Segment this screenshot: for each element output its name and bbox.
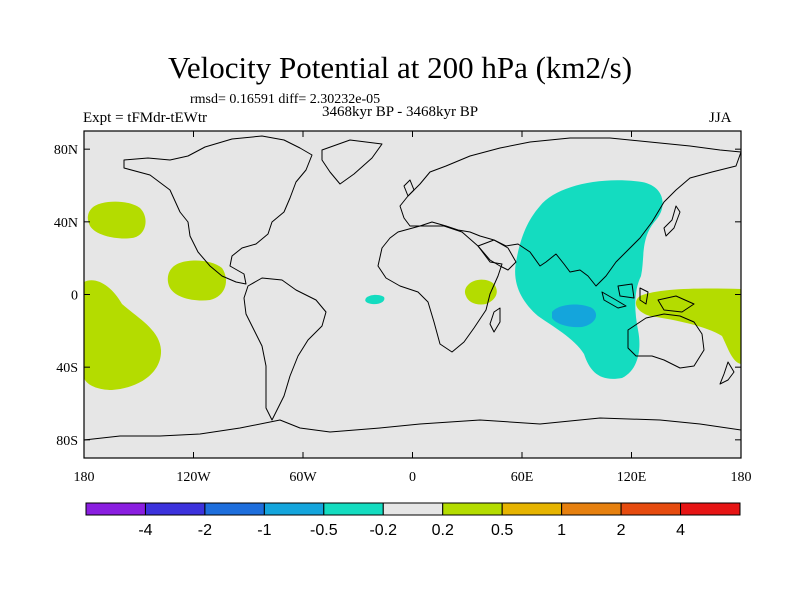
colorbar-swatch <box>382 502 444 516</box>
lon-tick-label: 60W <box>289 470 317 485</box>
season-label: JJA <box>709 110 732 126</box>
north-america-outline <box>123 135 313 285</box>
colorbar-label: 1 <box>557 522 566 539</box>
map-axis-ticks: 80N 40N 0 40S 80S 180 120W 60W 0 60E 120E 180 <box>54 131 752 485</box>
lon-tick-label: 120E <box>617 470 647 485</box>
colorbar-label: -2 <box>198 522 212 539</box>
lat-tick-label: 0 <box>71 289 78 304</box>
colorbar-swatch <box>85 502 146 516</box>
colorbar-swatch <box>442 502 503 516</box>
anomaly-fields <box>84 180 741 390</box>
colorbar-label: -4 <box>138 522 152 539</box>
south-america-outline <box>243 277 327 421</box>
colorbar-label: 0.2 <box>432 522 454 539</box>
eurasia-outline <box>399 137 741 287</box>
greenland-outline <box>321 139 383 185</box>
period-label: 3468kyr BP - 3468kyr BP <box>322 104 479 120</box>
colorbar-swatch <box>620 502 682 516</box>
positive-anomaly-north-pacific <box>87 201 146 239</box>
antarctica-outline <box>84 417 741 441</box>
japan-outline <box>663 205 681 237</box>
colorbar-swatch <box>501 502 563 516</box>
lon-tick-label: 180 <box>74 470 95 485</box>
lon-tick-label: 0 <box>409 470 416 485</box>
experiment-label: Expt = tFMdr-tEWtr <box>83 110 207 126</box>
lon-tick-label: 120W <box>176 470 211 485</box>
negative-anomaly-atlantic <box>365 294 385 305</box>
madagascar-outline <box>489 307 501 333</box>
colorbar-swatch <box>263 502 325 516</box>
negative-anomaly-indian-ocean-core <box>552 304 597 328</box>
british-isles-outline <box>403 179 415 197</box>
colorbar-swatch <box>323 502 384 516</box>
negative-anomaly-asian-monsoon <box>515 180 663 379</box>
positive-anomaly-south-pacific <box>84 280 162 390</box>
maritime-continent-outline <box>601 283 695 313</box>
colorbar-label: -0.2 <box>369 522 397 539</box>
continent-outlines <box>84 135 741 441</box>
positive-anomaly-east-pacific <box>167 260 226 301</box>
colorbar-swatch <box>680 502 741 516</box>
colorbar-label: 4 <box>676 522 685 539</box>
colorbar-label: -1 <box>257 522 271 539</box>
colorbar-label: 0.5 <box>491 522 513 539</box>
colorbar-label: 2 <box>617 522 626 539</box>
lat-tick-label: 80N <box>54 143 78 158</box>
africa-outline <box>377 225 503 353</box>
lat-tick-label: 40N <box>54 216 78 231</box>
lon-tick-label: 180 <box>731 470 752 485</box>
new-zealand-outline <box>719 361 735 385</box>
lat-tick-label: 40S <box>56 361 78 376</box>
chart-title: Velocity Potential at 200 hPa (km2/s) <box>167 50 633 85</box>
arabia-outline <box>477 239 517 271</box>
australia-outline <box>627 313 705 369</box>
lon-tick-label: 60E <box>511 470 534 485</box>
colorbar-swatch <box>204 502 265 516</box>
colorbar-label: -0.5 <box>310 522 338 539</box>
colorbar: -4 -2 -1 -0.5 -0.2 0.2 0.5 1 2 4 <box>85 502 741 539</box>
stats-subtitle: rmsd= 0.16591 diff= 2.30232e-05 <box>190 92 381 107</box>
colorbar-swatch <box>561 502 622 516</box>
colorbar-swatch <box>144 502 206 516</box>
lat-tick-label: 80S <box>56 434 78 449</box>
